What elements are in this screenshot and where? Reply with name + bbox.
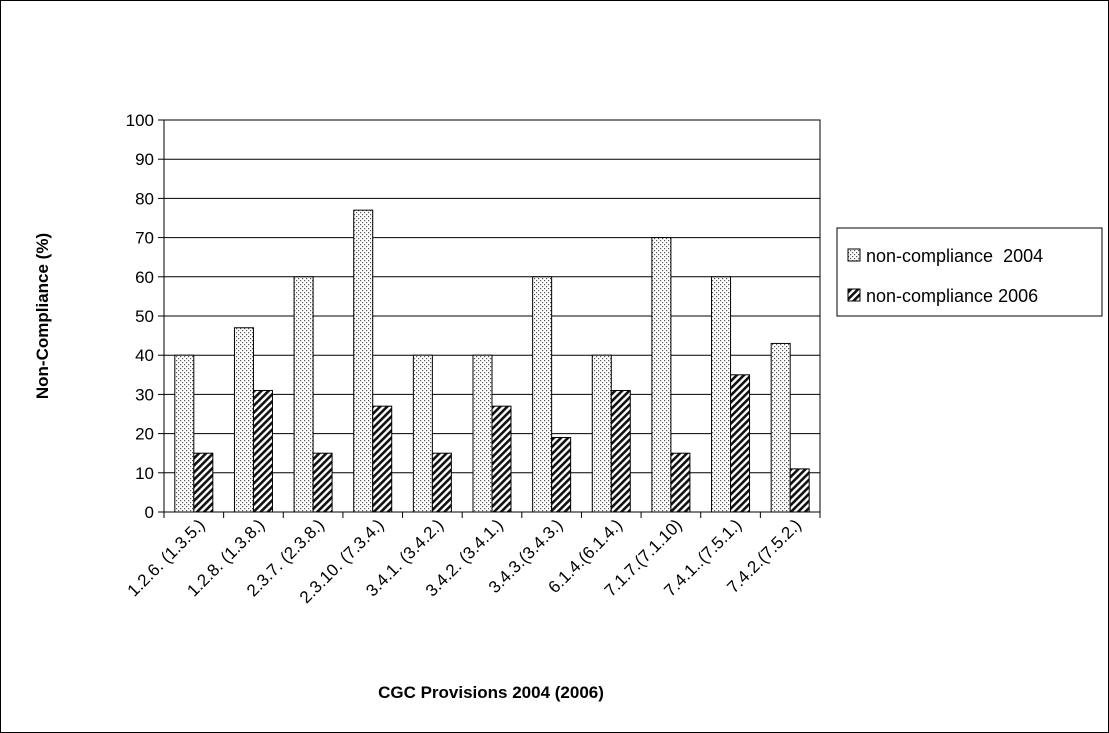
bar-2006 bbox=[491, 405, 512, 513]
bar-2004 bbox=[233, 327, 254, 513]
bar-2004 bbox=[591, 354, 612, 513]
legend-label-2004: non-compliance 2004 bbox=[866, 246, 1043, 266]
bar-2004 bbox=[412, 354, 433, 513]
bar-2006 bbox=[789, 468, 810, 513]
bar-2004 bbox=[293, 276, 314, 513]
y-tick-label: 40 bbox=[135, 346, 154, 365]
bars bbox=[174, 209, 810, 513]
y-tick-label: 60 bbox=[135, 268, 154, 287]
bar-2004 bbox=[651, 237, 672, 513]
y-tick-label: 100 bbox=[126, 111, 154, 130]
y-tick-label: 70 bbox=[135, 229, 154, 248]
bar-2004 bbox=[770, 342, 791, 513]
bar-2006 bbox=[610, 389, 631, 513]
bar-2006 bbox=[312, 452, 333, 513]
bar-2006 bbox=[252, 389, 273, 513]
bar-2004 bbox=[532, 276, 553, 513]
y-axis-title: Non-Compliance (%) bbox=[33, 233, 52, 399]
x-axis-title: CGC Provisions 2004 (2006) bbox=[378, 683, 604, 702]
bar-2006 bbox=[670, 452, 691, 513]
bar-2006 bbox=[551, 437, 572, 513]
legend-swatch-2004 bbox=[847, 248, 861, 262]
legend-swatch-2006 bbox=[847, 288, 861, 302]
y-tick-label: 90 bbox=[135, 150, 154, 169]
y-tick-label: 30 bbox=[135, 385, 154, 404]
y-tick-label: 80 bbox=[135, 189, 154, 208]
bar-2004 bbox=[472, 354, 493, 513]
y-tick-label: 10 bbox=[135, 464, 154, 483]
y-tick-label: 20 bbox=[135, 425, 154, 444]
bar-2004 bbox=[353, 209, 374, 513]
bar-2006 bbox=[730, 374, 751, 513]
bar-2006 bbox=[431, 452, 452, 513]
legend-label-2006: non-compliance 2006 bbox=[866, 286, 1038, 306]
bar-2004 bbox=[174, 354, 195, 513]
bar-2004 bbox=[711, 276, 732, 513]
legend-box bbox=[836, 227, 1103, 317]
legend: non-compliance 2004 non-compliance 2006 bbox=[836, 227, 1103, 317]
bar-2006 bbox=[372, 405, 393, 513]
y-tick-label: 0 bbox=[145, 503, 154, 522]
bar-2006 bbox=[193, 452, 214, 513]
y-tick-label: 50 bbox=[135, 307, 154, 326]
